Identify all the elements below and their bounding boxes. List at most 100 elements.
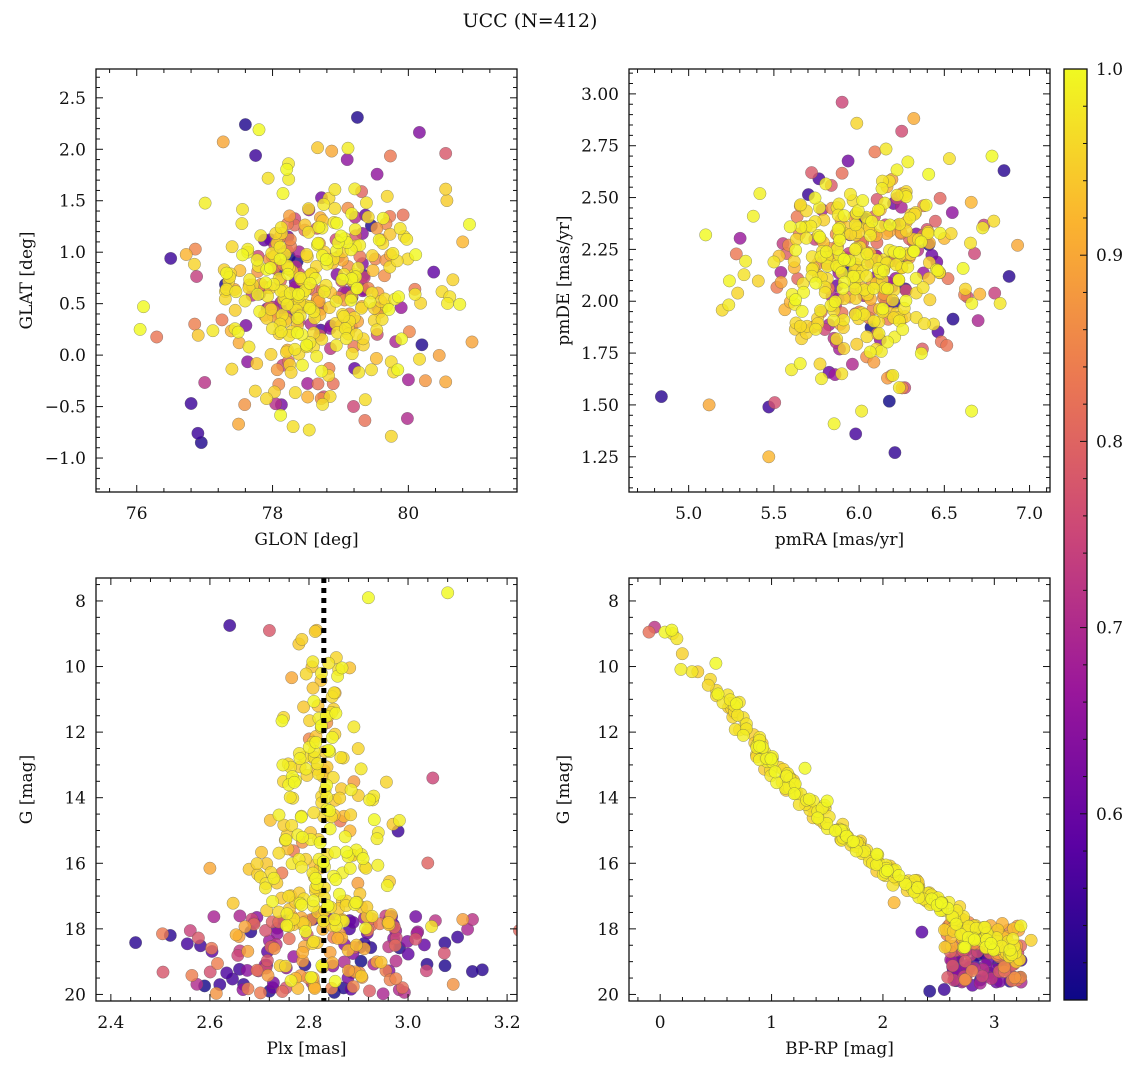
scatter-point [316,397,330,411]
scatter-point [137,300,150,314]
scatter-point [279,833,293,847]
x-tick-label: 0 [655,1013,666,1033]
scatter-point [293,271,307,285]
scatter-point [1014,919,1028,933]
scatter-point [261,968,275,982]
x-tick-label: 3.0 [395,1013,422,1033]
scatter-point [746,209,760,223]
scatter-point [789,243,803,257]
scatter-point [836,282,850,296]
scatter-point [275,714,289,728]
scatter-point [302,202,315,216]
scatter-point [793,319,807,333]
scatter-point [453,297,467,311]
scatter-point [827,314,840,327]
scatter-point [299,762,313,776]
scatter-point [446,273,460,287]
scatter-point [299,924,313,938]
scatter-point [365,363,378,377]
scatter-point [1003,943,1017,957]
x-tick-label: 1 [766,1013,777,1033]
x-tick-label: 2.8 [295,1013,322,1033]
x-tick-label: 6.5 [931,504,958,524]
scatter-point [311,377,325,391]
scatter-point [359,196,373,210]
scatter-point [895,124,909,138]
scatter-point [251,288,265,301]
scatter-point [958,940,972,954]
scatter-point [764,752,778,766]
y-tick-label: 20 [64,985,86,1005]
scatter-point [211,957,224,970]
scatter-point [890,163,904,177]
scatter-point [465,965,479,978]
scatter-point [855,404,869,418]
scatter-point [958,282,972,296]
scatter-point [280,162,294,176]
x-tick-label: 78 [262,504,284,524]
scatter-point [863,229,877,243]
y-axis-label: G [mag] [17,755,37,824]
scatter-point [340,153,354,167]
scatter-point [901,260,915,274]
scatter-point [220,966,234,980]
scatter-point [315,364,329,378]
scatter-point [1002,269,1016,283]
scatter-point [833,233,847,247]
colorbar-tick-label: 1.0 [1096,60,1123,80]
scatter-point [260,954,274,968]
scatter-point [295,898,309,912]
y-tick-label: 12 [64,723,86,743]
scatter-point [254,229,268,243]
x-tick-label: 80 [398,504,420,524]
scatter-point [349,896,363,909]
scatter-point [711,687,725,701]
scatter-point [191,328,205,342]
scatter-point [329,338,343,352]
scatter-point [809,322,823,336]
scatter-point [1011,238,1025,252]
scatter-point [254,986,267,1000]
scatter-point [283,790,297,804]
x-tick-label: 76 [126,504,148,524]
scatter-point [273,240,287,254]
y-tick-label: 2.50 [581,189,619,209]
scatter-point [311,236,325,250]
scatter-point [860,247,874,261]
scatter-point [739,254,753,268]
panel-pmra_pmde: 5.0 5.5 6.0 6.5 7.0 1.25 1.50 1.75 2.00 2.25 2.50 2… [554,68,1051,550]
scatter-point [369,351,383,365]
scatter-point [282,889,296,903]
scatter-point [344,783,358,797]
y-tick-label: 8 [608,592,619,612]
scatter-point [819,245,833,259]
scatter-point [870,847,884,861]
scatter-point [845,357,859,371]
scatter-point [308,981,322,995]
scatter-point [818,286,832,300]
scatter-point [896,323,910,336]
scatter-point [328,913,342,926]
scatter-point [344,293,358,307]
scatter-point [439,375,453,389]
scatter-point [302,423,316,437]
y-tick-label: 3.00 [581,85,619,105]
scatter-point [971,314,985,328]
scatter-point [325,731,339,744]
scatter-point [293,752,307,766]
scatter-point [780,769,794,783]
scatter-point [359,921,373,935]
scatter-point [432,348,446,362]
axes-frame [95,577,518,1002]
scatter-point [188,317,202,331]
scatter-point [323,390,337,403]
y-tick-label: 14 [597,789,619,809]
scatter-point [465,335,479,349]
scatter-point [225,362,239,376]
scatter-point [279,959,292,973]
scatter-point [512,924,517,937]
scatter-point [345,347,359,361]
x-tick-label: 6.0 [846,504,873,524]
scatter-point [967,933,981,947]
